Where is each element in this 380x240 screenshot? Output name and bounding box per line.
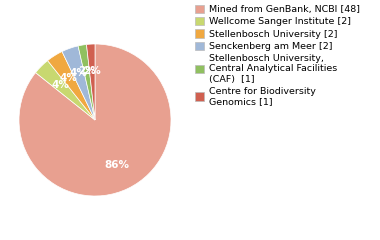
Wedge shape (62, 46, 95, 120)
Wedge shape (87, 44, 95, 120)
Wedge shape (19, 44, 171, 196)
Wedge shape (48, 52, 95, 120)
Text: 4%: 4% (60, 73, 78, 83)
Text: 2%: 2% (78, 66, 96, 76)
Text: 4%: 4% (70, 68, 88, 78)
Legend: Mined from GenBank, NCBI [48], Wellcome Sanger Institute [2], Stellenbosch Unive: Mined from GenBank, NCBI [48], Wellcome … (195, 5, 360, 106)
Text: 2%: 2% (83, 66, 101, 76)
Text: 86%: 86% (104, 160, 129, 169)
Wedge shape (78, 44, 95, 120)
Text: 4%: 4% (51, 80, 69, 90)
Wedge shape (36, 60, 95, 120)
